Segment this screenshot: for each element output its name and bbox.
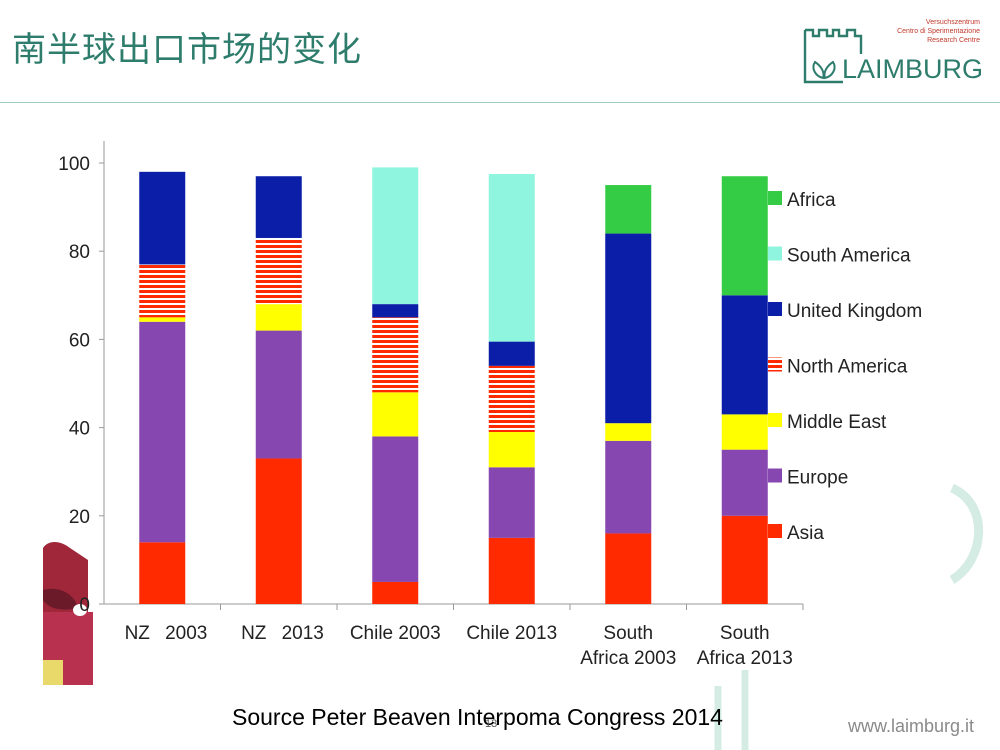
x-tick-label: Africa 2013: [697, 648, 793, 669]
x-tick-label: NZ: [125, 623, 151, 644]
x-tick-label: 2003: [165, 623, 207, 644]
bar-segment-south-america: [372, 167, 419, 305]
bar-segment-middle-east: [721, 414, 768, 450]
bar-segment-africa: [721, 176, 768, 296]
legend-label: South America: [787, 246, 911, 267]
slide-title: 南半球出口市场的变化: [12, 30, 362, 70]
y-tick-label: 60: [69, 330, 90, 351]
legend-swatch-united-kingdom: [768, 302, 782, 316]
logo-name: LAIMBURG: [842, 54, 984, 84]
bar-segment-asia: [372, 581, 419, 604]
legend-label: Europe: [787, 468, 848, 489]
legend-label: Africa: [787, 190, 836, 211]
title-divider: [0, 102, 1000, 103]
y-tick-label: 0: [79, 595, 90, 616]
bar-segment-south-america: [488, 174, 535, 342]
legend-label: Middle East: [787, 412, 887, 433]
bar-segment-united-kingdom: [255, 176, 302, 238]
x-tick-label: 2013: [282, 623, 324, 644]
y-tick-label: 100: [58, 154, 90, 175]
legend-swatch-africa: [768, 191, 782, 205]
y-tick-label: 20: [69, 507, 90, 528]
x-tick-label: Africa 2003: [580, 648, 676, 669]
y-tick-label: 80: [69, 242, 90, 263]
castle-leaf-icon: [803, 28, 863, 84]
x-tick-label: Chile 2013: [466, 623, 557, 644]
bar-segment-africa: [605, 185, 652, 234]
y-tick-label: 40: [69, 419, 90, 440]
bar-segment-middle-east: [488, 432, 535, 468]
x-tick-label: NZ: [241, 623, 267, 644]
legend-swatch-europe: [768, 468, 782, 483]
laimburg-logo: Versuchszentrum Centro di Sperimentazion…: [800, 18, 984, 88]
legend-swatch-south-america: [768, 246, 782, 261]
x-tick-label: South: [720, 623, 770, 644]
legend-label: North America: [787, 357, 908, 378]
legend-swatch-asia: [768, 524, 782, 538]
legend-swatch-middle-east: [768, 413, 782, 427]
bar-segment-north-america: [255, 237, 302, 305]
bar-segment-europe: [372, 436, 419, 582]
logo-subtitle: Versuchszentrum Centro di Sperimentazion…: [897, 19, 980, 44]
bar-segment-united-kingdom: [721, 295, 768, 415]
page-number: 13: [485, 718, 498, 730]
website-url: www.laimburg.it: [848, 716, 975, 736]
bar-segment-europe: [255, 330, 302, 459]
bar-segment-united-kingdom: [372, 304, 419, 318]
bar-segment-europe: [488, 467, 535, 538]
legend-label: United Kingdom: [787, 301, 922, 322]
x-tick-label: South: [603, 623, 653, 644]
bar-segment-asia: [605, 533, 652, 604]
bar-segment-asia: [255, 458, 302, 604]
source-caption: Source Peter Beaven Interpoma Congress 2…: [232, 704, 723, 730]
bar-segment-north-america: [139, 264, 186, 318]
bar-segment-united-kingdom: [488, 341, 535, 366]
bar-segment-asia: [488, 537, 535, 604]
bar-segment-united-kingdom: [139, 171, 186, 265]
bar-segment-middle-east: [605, 423, 652, 441]
bar-segment-north-america: [488, 365, 535, 433]
bar-segment-middle-east: [139, 317, 186, 322]
bar-segment-middle-east: [372, 392, 419, 437]
legend-label: Asia: [787, 523, 824, 544]
x-tick-label: Chile 2003: [350, 623, 441, 644]
bar-segment-middle-east: [255, 304, 302, 331]
bar-segment-asia: [721, 515, 768, 604]
bar-segment-asia: [139, 542, 186, 604]
bar-segment-north-america: [372, 317, 419, 393]
legend-swatch-north-america: [768, 357, 782, 372]
bar-segment-europe: [605, 440, 652, 534]
bar-segment-united-kingdom: [605, 233, 652, 424]
bar-segment-europe: [721, 449, 768, 516]
bar-segment-europe: [139, 321, 186, 543]
